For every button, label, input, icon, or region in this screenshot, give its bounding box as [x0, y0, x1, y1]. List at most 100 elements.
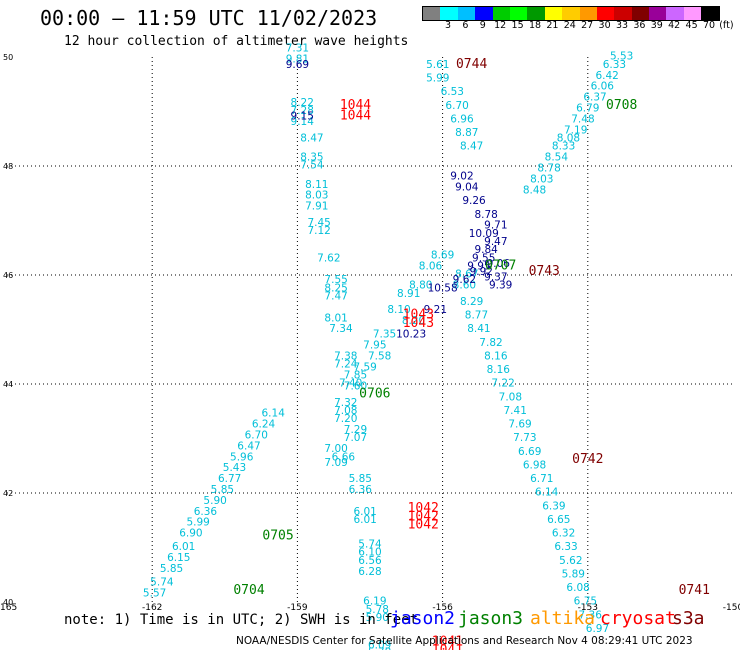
data-label-blue: 9.26	[462, 195, 486, 207]
data-label-blue: 9.15	[291, 111, 314, 123]
x-tick-label: -162	[142, 603, 162, 613]
colorbar-swatch	[631, 7, 650, 20]
colorbar-swatch	[457, 7, 476, 20]
data-label-cyan: 6.56	[358, 555, 382, 567]
data-label-blue: 8.78	[474, 209, 497, 221]
colorbar-swatch	[492, 7, 510, 20]
data-label-cyan: 7.00	[324, 443, 347, 455]
data-label-maroon: 0744	[456, 57, 487, 72]
data-label-cyan: 8.78	[537, 162, 560, 174]
data-label-green: 0706	[359, 387, 390, 402]
data-label-cyan: 5.78	[366, 604, 389, 616]
data-label-cyan: 6.19	[363, 596, 386, 608]
data-label-cyan: 6.66	[332, 451, 356, 463]
data-label-cyan: 7.47	[324, 291, 347, 303]
data-label-cyan: 7.28	[291, 105, 314, 117]
data-label-cyan: 5.99	[426, 73, 449, 85]
legend-item-s3a: s3a	[672, 608, 705, 629]
data-label-cyan: 6.28	[358, 566, 381, 578]
data-label-cyan: 7.58	[368, 350, 391, 362]
data-label-cyan: 6.01	[353, 506, 376, 518]
y-tick-label: 40	[3, 598, 13, 607]
data-label-cyan: 8.47	[300, 132, 323, 144]
data-label-green: 0707	[485, 259, 516, 274]
data-label-cyan: 6.79	[576, 103, 599, 115]
data-label-cyan: 5.90	[203, 495, 226, 507]
data-label-blue: 9.37	[484, 271, 507, 283]
axes: -165 -162 -159 -156 -153 -150 40 42 44 46 48 50	[0, 53, 740, 613]
data-label-cyan: 6.97	[586, 623, 609, 635]
data-label-cyan: 7.08	[334, 405, 357, 417]
data-label-cyan: 8.87	[455, 127, 478, 139]
data-label-cyan: 9.81	[286, 53, 309, 65]
data-label-cyan: 8.16	[484, 350, 508, 362]
data-label-red: 1041	[432, 643, 463, 650]
data-label-cyan: 5.53	[610, 51, 633, 63]
chart-title: 00:00 – 11:59 UTC 11/02/2023	[40, 6, 378, 30]
x-tick-label: -153	[578, 603, 598, 613]
colorbar-tick-label: 18	[528, 20, 542, 31]
data-label-red: 1043	[403, 308, 434, 323]
data-label-cyan: 7.95	[363, 340, 386, 352]
data-label-cyan: 8.60	[453, 280, 476, 292]
data-label-cyan: 7.41	[504, 405, 527, 417]
data-label-red: 1041	[432, 635, 463, 650]
data-label-cyan: 7.38	[334, 350, 357, 362]
y-tick-label: 48	[3, 162, 13, 171]
data-label-cyan: 8.11	[305, 179, 328, 191]
data-label-cyan: 6.24	[252, 419, 276, 431]
data-label-cyan: 6.70	[445, 100, 468, 112]
data-label-cyan: 8.33	[552, 141, 575, 153]
data-label-maroon: 0743	[529, 264, 560, 279]
colorbar-tick-label: 39	[650, 20, 663, 31]
data-label-cyan: 7.82	[479, 337, 502, 349]
x-tick-label: -165	[0, 603, 17, 613]
chart-subtitle: 12 hour collection of altimeter wave hei…	[64, 34, 409, 49]
data-label-cyan: 7.73	[513, 432, 536, 444]
data-label-cyan: 8.67	[455, 269, 478, 281]
data-label-cyan: 8.35	[300, 152, 323, 164]
data-label-cyan: 6.47	[237, 440, 260, 452]
y-tick-label: 44	[3, 380, 13, 389]
y-tick-label: 42	[3, 489, 13, 498]
data-label-cyan: 8.29	[460, 296, 483, 308]
data-label-cyan: 8.80	[409, 280, 432, 292]
data-label-cyan: 6.33	[603, 59, 626, 71]
colorbar-swatch	[544, 7, 563, 20]
data-label-cyan: 6.37	[583, 92, 606, 104]
data-label-cyan: 7.62	[317, 252, 340, 264]
data-label-cyan: 7.34	[329, 323, 353, 335]
data-label-red: 1042	[408, 517, 439, 532]
data-label-cyan: 6.98	[523, 459, 546, 471]
data-label-cyan: 7.29	[344, 424, 367, 436]
data-label-cyan: 6.32	[552, 528, 575, 540]
data-label-cyan: 7.69	[508, 419, 531, 431]
data-label-blue: 9.71	[484, 220, 507, 232]
data-label-green: 0708	[606, 98, 637, 113]
colorbar-tick-label: 9	[479, 20, 486, 31]
data-label-cyan: 6.06	[591, 81, 615, 93]
data-label-blue: 9.92	[470, 266, 493, 278]
data-label-cyan: 6.33	[554, 541, 577, 553]
data-label-cyan: 6.39	[542, 500, 565, 512]
data-label-cyan: 6.71	[530, 473, 553, 485]
data-label-cyan: 5.61	[426, 59, 449, 71]
colorbar-tick-label: 45	[685, 20, 698, 31]
data-label-cyan: 7.91	[305, 201, 328, 213]
data-label-cyan: 8.41	[467, 323, 490, 335]
data-label-cyan: 8.03	[305, 190, 328, 202]
data-label-cyan: 7.40	[339, 378, 362, 390]
data-label-cyan: 6.96	[450, 113, 474, 125]
data-label-cyan: 5.96	[230, 451, 254, 463]
colorbar-swatch	[614, 7, 632, 20]
data-label-blue: 9.21	[424, 304, 447, 316]
data-label-cyan: 8.10	[387, 304, 410, 316]
data-label-cyan: 6.70	[245, 430, 268, 442]
legend-item-jason2: jason2	[390, 608, 456, 629]
colorbar-swatch	[649, 7, 667, 20]
data-label-cyan: 7.36	[579, 609, 603, 621]
data-label-cyan: 6.90	[179, 528, 202, 540]
data-label-cyan: 7.59	[353, 361, 376, 373]
footnote: note: 1) Time is in UTC; 2) SWH is in fe…	[64, 612, 419, 628]
